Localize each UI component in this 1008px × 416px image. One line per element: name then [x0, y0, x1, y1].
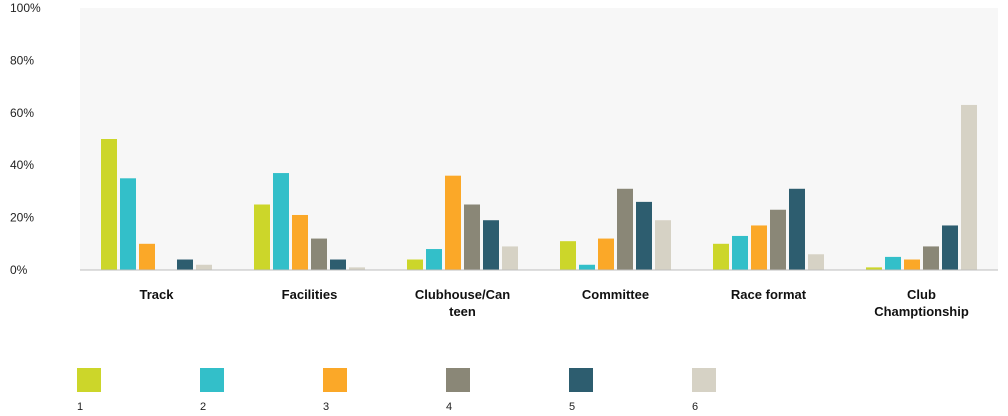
x-tick-label: Track	[140, 287, 175, 302]
legend-swatch	[200, 368, 224, 392]
bar-series-1-category-6	[866, 267, 882, 270]
bar-series-3-category-6	[904, 259, 920, 270]
legend-label: 4	[446, 401, 452, 413]
bar-series-4-category-5	[770, 209, 786, 270]
bar-series-1-category-3	[407, 259, 423, 270]
legend-swatch	[323, 368, 347, 392]
x-tick-label: Race format	[731, 287, 807, 302]
bar-series-5-category-3	[483, 220, 499, 270]
bars	[101, 104, 977, 270]
bar-series-3-category-5	[751, 225, 767, 270]
legend-swatch	[692, 368, 716, 392]
legend-label: 3	[323, 401, 329, 413]
legend-label: 2	[200, 401, 206, 413]
y-axis: 0% 20% 40% 60% 80% 100%	[10, 1, 41, 277]
bar-series-2-category-3	[426, 249, 442, 270]
bar-series-4-category-6	[923, 246, 939, 270]
bar-series-5-category-2	[330, 259, 346, 270]
bar-series-6-category-1	[196, 264, 212, 270]
y-tick-label: 20%	[10, 211, 34, 225]
x-tick-label: Champtionship	[874, 304, 969, 319]
legend-swatch	[77, 368, 101, 392]
x-axis-labels: Track Facilities Clubhouse/Can teen Committe…	[140, 287, 969, 319]
bar-series-6-category-3	[502, 246, 518, 270]
x-tick-label: Facilities	[282, 287, 338, 302]
x-tick-label: teen	[449, 304, 476, 319]
y-tick-label: 60%	[10, 106, 34, 120]
bar-series-6-category-6	[961, 104, 977, 270]
y-tick-label: 100%	[10, 1, 41, 15]
bar-series-6-category-4	[655, 220, 671, 270]
bar-series-6-category-2	[349, 267, 365, 270]
legend-swatch	[446, 368, 470, 392]
bar-series-1-category-4	[560, 241, 576, 270]
bar-series-1-category-5	[713, 243, 729, 270]
bar-series-5-category-6	[942, 225, 958, 270]
bar-series-4-category-4	[617, 188, 633, 270]
bar-series-3-category-3	[445, 175, 461, 270]
x-tick-label: Committee	[582, 287, 649, 302]
bar-series-2-category-4	[579, 264, 595, 270]
legend-swatch	[569, 368, 593, 392]
bar-series-3-category-2	[292, 214, 308, 270]
y-tick-label: 40%	[10, 158, 34, 172]
bar-series-2-category-1	[120, 178, 136, 270]
bar-series-5-category-5	[789, 188, 805, 270]
bar-series-2-category-5	[732, 235, 748, 270]
legend-label: 5	[569, 401, 575, 413]
bar-series-3-category-4	[598, 238, 614, 270]
bar-series-6-category-5	[808, 254, 824, 270]
y-tick-label: 0%	[10, 263, 28, 277]
bar-series-1-category-1	[101, 139, 117, 270]
bar-series-4-category-2	[311, 238, 327, 270]
legend: 1 2 3 4 5 6	[77, 368, 716, 413]
legend-label: 6	[692, 401, 698, 413]
plot-area	[80, 8, 998, 270]
bar-series-2-category-6	[885, 256, 901, 270]
bar-series-2-category-2	[273, 173, 289, 270]
bar-series-5-category-1	[177, 259, 193, 270]
bar-series-4-category-3	[464, 204, 480, 270]
y-tick-label: 80%	[10, 53, 34, 67]
bar-series-5-category-4	[636, 201, 652, 270]
bar-series-3-category-1	[139, 243, 155, 270]
x-tick-label: Clubhouse/Can	[415, 287, 510, 302]
bar-series-1-category-2	[254, 204, 270, 270]
legend-label: 1	[77, 401, 83, 413]
x-tick-label: Club	[907, 287, 936, 302]
